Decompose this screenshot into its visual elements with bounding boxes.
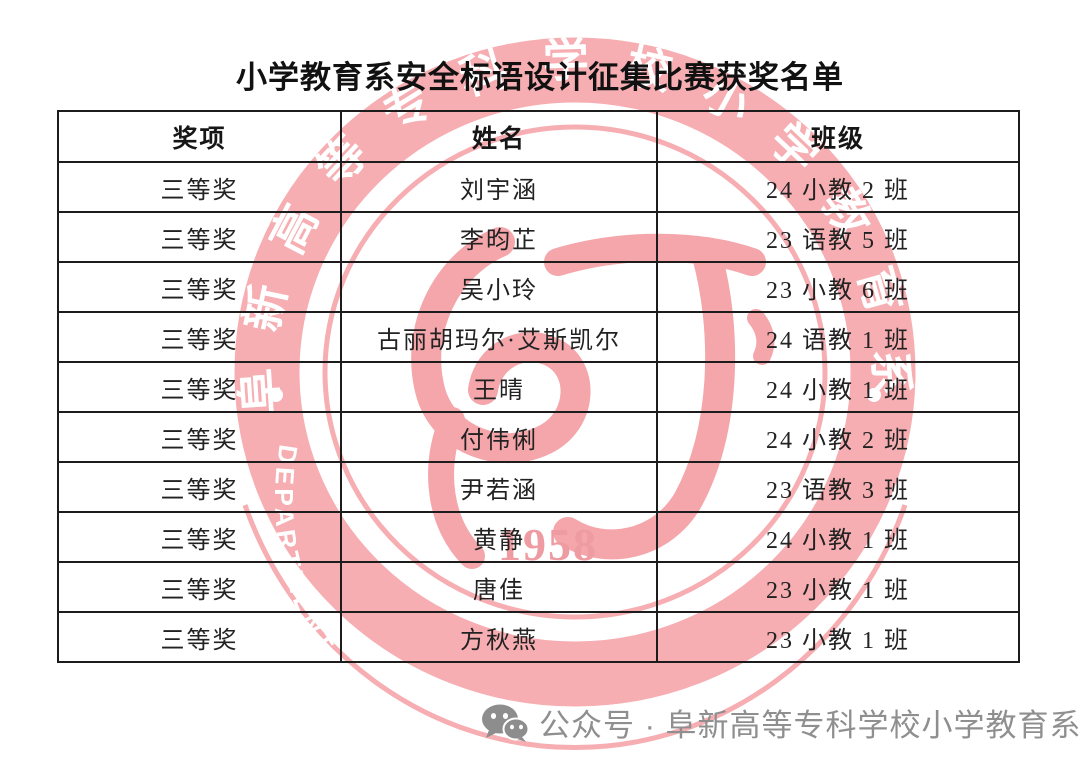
class-cell: 23 小教 1 班 <box>656 611 1020 663</box>
table-row: 三等奖 李昀芷 23 语教 5 班 <box>57 211 1020 263</box>
header-class: 班级 <box>656 110 1020 163</box>
name-cell: 方秋燕 <box>340 611 658 663</box>
award-cell: 三等奖 <box>57 261 342 313</box>
award-cell: 三等奖 <box>57 311 342 363</box>
name-cell: 付伟俐 <box>340 411 658 463</box>
name-cell: 李昀芷 <box>340 211 658 263</box>
class-cell: 23 小教 6 班 <box>656 261 1020 313</box>
class-cell: 24 小教 2 班 <box>656 161 1020 213</box>
table-row: 三等奖 尹若涵 23 语教 3 班 <box>57 461 1020 513</box>
name-cell: 王晴 <box>340 361 658 413</box>
footer-watermark: 公众号 · 阜新高等专科学校小学教育系 <box>481 700 1080 745</box>
header-name: 姓名 <box>340 110 658 163</box>
award-cell: 三等奖 <box>57 461 342 513</box>
name-cell: 尹若涵 <box>340 461 658 513</box>
class-cell: 23 语教 3 班 <box>656 461 1020 513</box>
class-cell: 23 语教 5 班 <box>656 211 1020 263</box>
award-cell: 三等奖 <box>57 411 342 463</box>
table-row: 三等奖 王晴 24 小教 1 班 <box>57 361 1020 413</box>
name-cell: 古丽胡玛尔·艾斯凯尔 <box>340 311 658 363</box>
header-award: 奖项 <box>57 110 342 163</box>
class-cell: 24 小教 1 班 <box>656 511 1020 563</box>
award-cell: 三等奖 <box>57 161 342 213</box>
table-row: 三等奖 方秋燕 23 小教 1 班 <box>57 611 1020 663</box>
page-title: 小学教育系安全标语设计征集比赛获奖名单 <box>236 60 844 95</box>
name-cell: 唐佳 <box>340 561 658 613</box>
award-cell: 三等奖 <box>57 361 342 413</box>
table-row: 三等奖 刘宇涵 24 小教 2 班 <box>57 161 1020 213</box>
table-row: 三等奖 吴小玲 23 小教 6 班 <box>57 261 1020 313</box>
awards-table: 奖项 姓名 班级 三等奖 刘宇涵 24 小教 2 班 三等奖 李昀芷 23 语教… <box>57 110 1020 663</box>
award-cell: 三等奖 <box>57 611 342 663</box>
award-cell: 三等奖 <box>57 511 342 563</box>
name-cell: 黄静 <box>340 511 658 563</box>
award-cell: 三等奖 <box>57 561 342 613</box>
award-cell: 三等奖 <box>57 211 342 263</box>
table-row: 三等奖 黄静 24 小教 1 班 <box>57 511 1020 563</box>
class-cell: 23 小教 1 班 <box>656 561 1020 613</box>
class-cell: 24 小教 1 班 <box>656 361 1020 413</box>
table-row: 三等奖 唐佳 23 小教 1 班 <box>57 561 1020 613</box>
name-cell: 吴小玲 <box>340 261 658 313</box>
footer-text: 公众号 · 阜新高等专科学校小学教育系 <box>539 708 1080 743</box>
class-cell: 24 小教 2 班 <box>656 411 1020 463</box>
table-row: 三等奖 付伟俐 24 小教 2 班 <box>57 411 1020 463</box>
name-cell: 刘宇涵 <box>340 161 658 213</box>
table-row: 三等奖 古丽胡玛尔·艾斯凯尔 24 语教 1 班 <box>57 311 1020 363</box>
wechat-icon <box>482 704 529 742</box>
table-header-row: 奖项 姓名 班级 <box>57 110 1020 163</box>
class-cell: 24 语教 1 班 <box>656 311 1020 363</box>
